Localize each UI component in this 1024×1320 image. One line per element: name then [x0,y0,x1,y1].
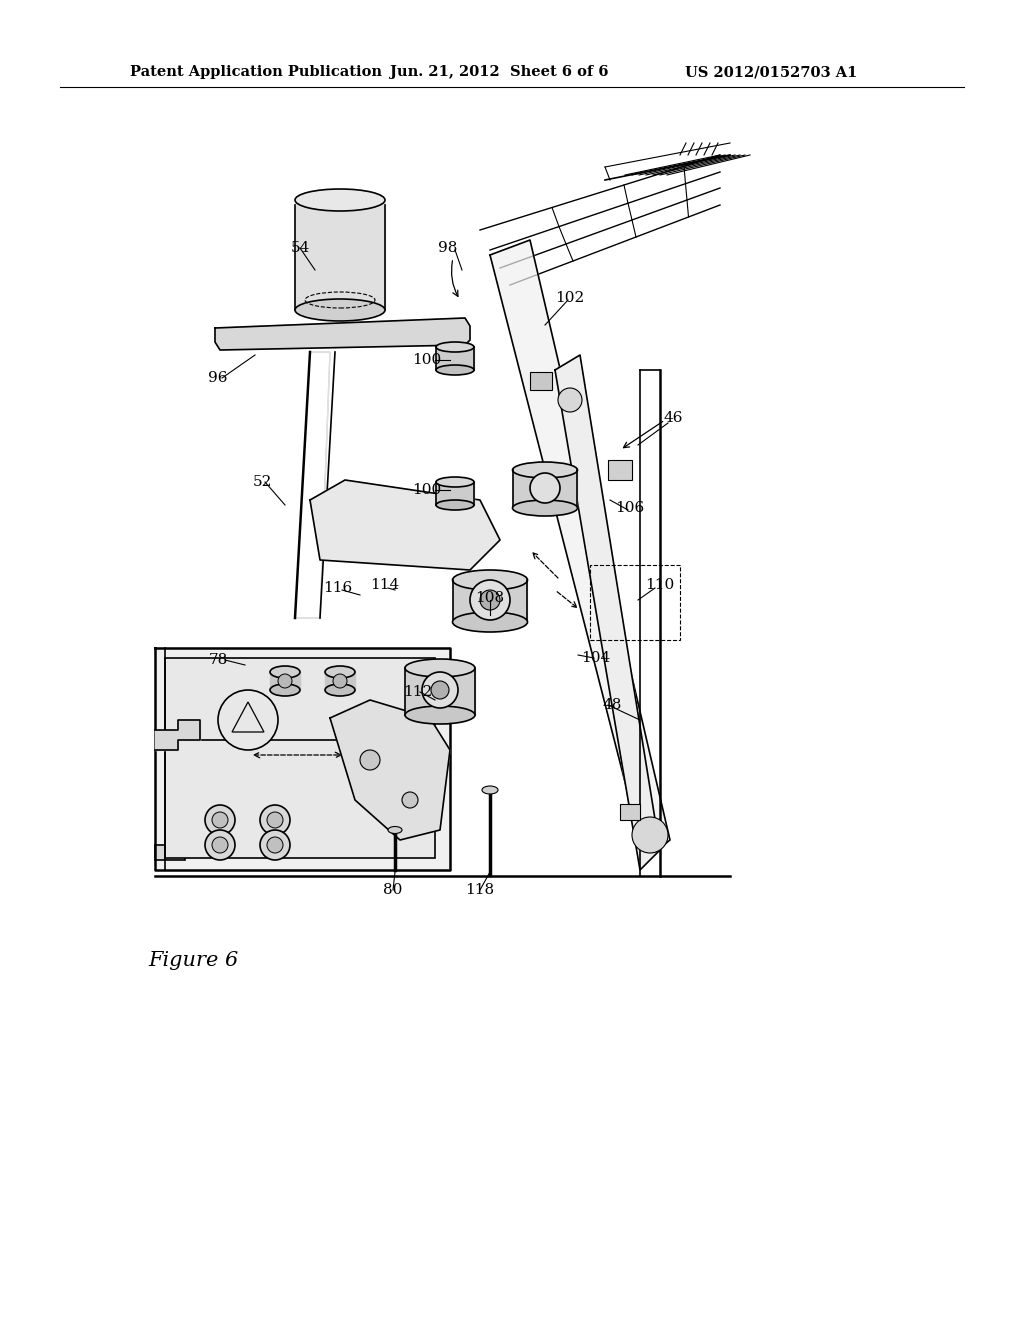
Polygon shape [155,719,200,750]
Ellipse shape [295,300,385,321]
Ellipse shape [453,612,527,632]
Polygon shape [436,347,474,370]
Text: 80: 80 [383,883,402,898]
Circle shape [360,750,380,770]
Text: 98: 98 [438,242,458,255]
Circle shape [205,805,234,836]
Ellipse shape [406,659,475,677]
Ellipse shape [295,189,385,211]
Polygon shape [325,672,355,690]
Ellipse shape [325,684,355,696]
Circle shape [205,830,234,861]
Polygon shape [310,480,500,570]
Text: 114: 114 [371,578,399,591]
Circle shape [212,812,228,828]
Polygon shape [270,672,300,690]
Text: 100: 100 [413,352,441,367]
Polygon shape [555,355,660,870]
Ellipse shape [388,826,402,833]
Circle shape [402,792,418,808]
Ellipse shape [482,785,498,795]
Text: 104: 104 [582,651,610,665]
Ellipse shape [325,667,355,678]
Text: US 2012/0152703 A1: US 2012/0152703 A1 [685,65,857,79]
Circle shape [278,675,292,688]
Circle shape [218,690,278,750]
Circle shape [260,805,290,836]
Bar [155,845,185,861]
Text: 118: 118 [466,883,495,898]
Bar [530,372,552,389]
Text: 48: 48 [602,698,622,711]
Circle shape [558,388,582,412]
Circle shape [480,590,500,610]
Polygon shape [155,648,450,870]
Text: 108: 108 [475,591,505,605]
Ellipse shape [270,684,300,696]
Circle shape [333,675,347,688]
Text: Jun. 21, 2012  Sheet 6 of 6: Jun. 21, 2012 Sheet 6 of 6 [390,65,608,79]
Text: 112: 112 [403,685,432,700]
Text: Patent Application Publication: Patent Application Publication [130,65,382,79]
Bar [620,804,640,820]
Text: 102: 102 [555,290,585,305]
Ellipse shape [436,342,474,352]
Text: Figure 6: Figure 6 [148,950,239,969]
Text: 96: 96 [208,371,227,385]
Ellipse shape [436,500,474,510]
Circle shape [470,579,510,620]
Polygon shape [513,470,577,508]
Ellipse shape [270,667,300,678]
Bar [165,657,435,858]
Ellipse shape [436,366,474,375]
Circle shape [431,681,449,700]
Ellipse shape [453,570,527,590]
Text: 116: 116 [324,581,352,595]
Polygon shape [330,700,450,840]
Text: 100: 100 [413,483,441,498]
Text: 106: 106 [615,502,645,515]
Bar [590,565,680,640]
Polygon shape [406,668,475,715]
Bar [608,459,632,480]
Circle shape [530,473,560,503]
Ellipse shape [512,462,578,478]
Ellipse shape [436,477,474,487]
Polygon shape [436,482,474,506]
Circle shape [267,812,283,828]
Text: 78: 78 [208,653,227,667]
Text: 110: 110 [645,578,675,591]
Polygon shape [295,352,330,618]
Circle shape [267,837,283,853]
Text: 46: 46 [664,411,683,425]
Ellipse shape [512,500,578,516]
Text: 54: 54 [291,242,309,255]
Text: 52: 52 [252,475,271,488]
Polygon shape [453,579,527,622]
Ellipse shape [406,706,475,723]
Circle shape [422,672,458,708]
Circle shape [212,837,228,853]
Polygon shape [490,240,670,861]
Polygon shape [215,318,470,350]
Polygon shape [295,202,385,310]
Circle shape [260,830,290,861]
Circle shape [632,817,668,853]
